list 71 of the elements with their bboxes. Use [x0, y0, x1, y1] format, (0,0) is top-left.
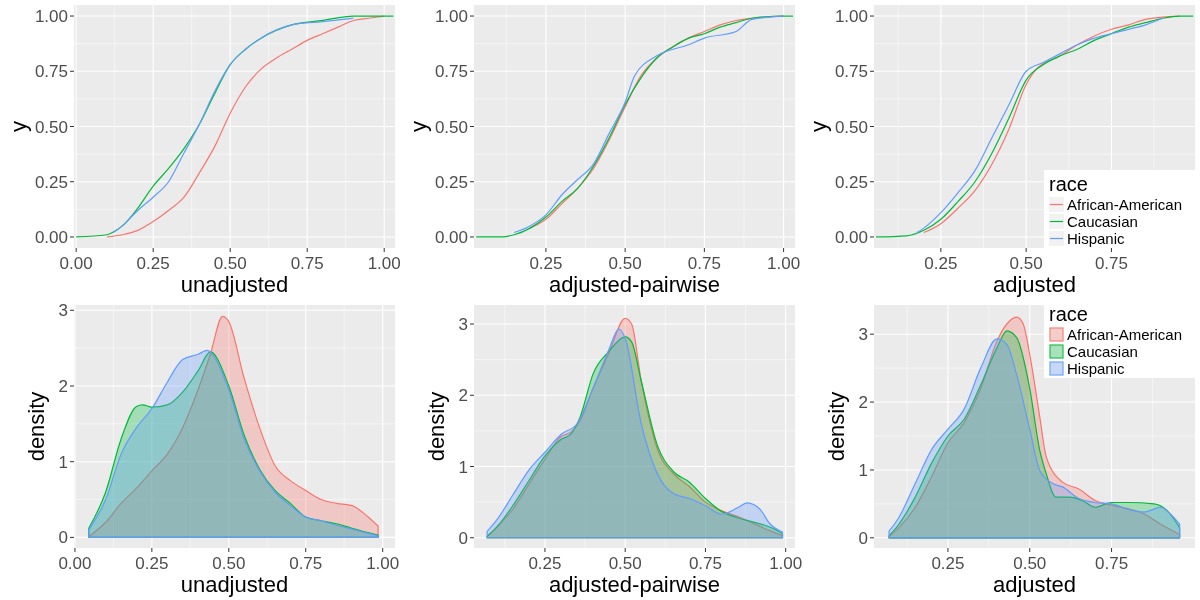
y-axis-title: density [824, 391, 849, 462]
x-axis-title: adjusted-pairwise [548, 572, 721, 597]
x-axis-title: unadjusted [180, 272, 289, 297]
y-tick-label: 0.00 [34, 227, 68, 247]
x-axis-title: unadjusted [180, 572, 289, 597]
y-tick-label: 1.00 [834, 7, 868, 27]
x-tick-label: 0.25 [136, 254, 170, 273]
y-tick-label: 0.00 [834, 227, 868, 247]
legend-title: race [1049, 303, 1088, 325]
x-tick-label: 0.75 [1094, 254, 1128, 273]
y-tick-label: 0.50 [834, 117, 868, 137]
line-series [475, 15, 794, 238]
x-tick-label: 0.50 [608, 254, 642, 273]
y-tick-label: 3 [458, 315, 468, 335]
y-tick-label: 2 [858, 393, 868, 413]
y-tick-label: 1 [458, 457, 468, 477]
y-tick-label: 1.00 [434, 7, 468, 27]
y-tick-label: 0 [58, 528, 68, 548]
y-tick-label: 2 [58, 377, 68, 396]
legend-title: race [1049, 173, 1088, 195]
y-axis-title: density [424, 391, 449, 462]
x-tick-label: 0.50 [1013, 554, 1047, 573]
x-tick-label: 0.75 [290, 254, 324, 273]
y-tick-label: 2 [458, 386, 468, 406]
y-tick-label: 0.00 [434, 227, 468, 247]
y-tick-label: 0.75 [34, 62, 68, 82]
y-tick-label: 0.75 [434, 62, 468, 82]
x-tick-label: 0.50 [213, 254, 247, 273]
y-tick-label: 0.25 [834, 172, 868, 192]
x-tick-label: 1.00 [367, 254, 401, 273]
y-tick-label: 1.00 [34, 7, 68, 27]
y-axis-title: y [406, 121, 431, 132]
x-tick-label: 0.25 [135, 554, 169, 573]
y-tick-label: 0 [458, 528, 468, 548]
x-axis-title: adjusted [992, 272, 1077, 297]
x-tick-label: 0.25 [528, 554, 562, 573]
x-tick-label: 0.50 [608, 554, 642, 573]
legend-label: Caucasian [1067, 213, 1138, 230]
legend-label: African-American [1067, 196, 1183, 213]
y-axis-title: density [24, 391, 49, 462]
x-tick-label: 0.25 [931, 554, 965, 573]
x-tick-label: 0.75 [687, 254, 721, 273]
x-tick-label: 1.00 [366, 554, 400, 573]
x-tick-label: 1.00 [769, 554, 803, 573]
legend-label: African-American [1067, 326, 1183, 343]
y-tick-label: 3 [58, 301, 68, 321]
x-tick-label: 0.25 [529, 254, 563, 273]
y-axis-title: y [806, 121, 831, 132]
legend-label: Caucasian [1067, 343, 1138, 360]
x-tick-label: 0.50 [1009, 254, 1043, 273]
y-tick-label: 0 [858, 528, 868, 548]
x-axis-title: adjusted [992, 572, 1077, 597]
legend-label: Hispanic [1067, 360, 1126, 377]
legend-label: Hispanic [1067, 230, 1126, 247]
x-tick-label: 0.50 [212, 554, 246, 573]
y-tick-label: 1 [58, 452, 68, 472]
x-tick-label: 0.75 [289, 554, 323, 573]
x-tick-label: 1.00 [767, 254, 801, 273]
x-tick-label: 0.75 [1095, 554, 1129, 573]
y-axis-title: y [6, 121, 31, 132]
y-tick-label: 0.50 [434, 117, 468, 137]
x-axis-title: adjusted-pairwise [548, 272, 721, 297]
x-tick-label: 0.75 [688, 554, 722, 573]
x-tick-label: 0.25 [924, 254, 958, 273]
y-tick-label: 0.25 [34, 172, 68, 192]
y-tick-label: 3 [858, 325, 868, 345]
y-tick-label: 0.50 [34, 117, 68, 137]
line-series [112, 17, 355, 234]
y-tick-label: 1 [858, 460, 868, 480]
y-tick-label: 0.75 [834, 62, 868, 82]
y-tick-label: 0.25 [434, 172, 468, 192]
